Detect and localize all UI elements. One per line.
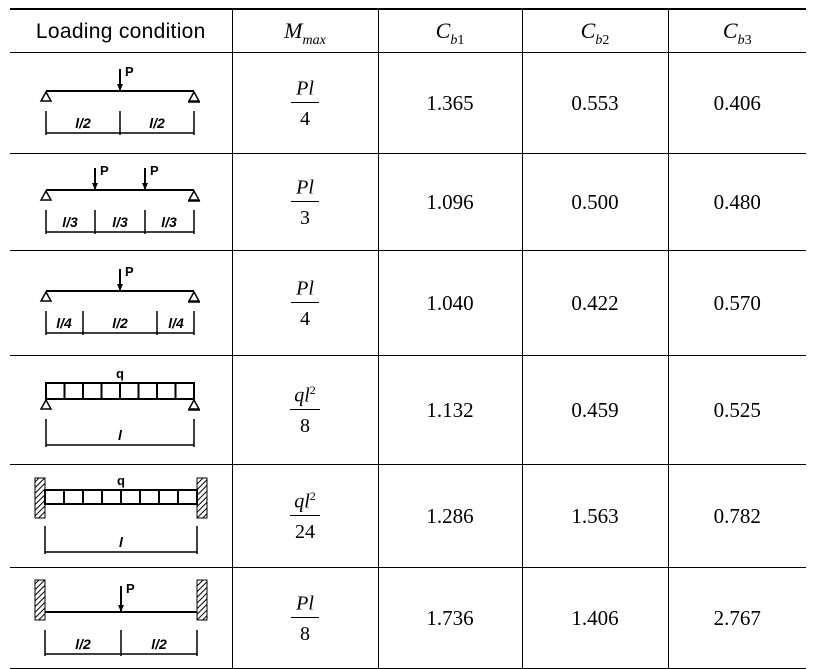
mmax-fraction: Pl 4 — [291, 77, 319, 129]
mmax-cell: Pl 4 — [231, 52, 378, 154]
loading-diagram-cell: P l/2 l/2 — [10, 52, 232, 154]
simply-supported-uniform-load-diagram: q l — [39, 367, 201, 447]
cb2-cell: 1.406 — [521, 567, 668, 669]
svg-text:l/2: l/2 — [75, 115, 91, 131]
svg-text:l: l — [119, 534, 124, 550]
svg-text:P: P — [125, 264, 134, 279]
cb1-cell: 1.132 — [377, 355, 522, 465]
mmax-cell: ql2 8 — [231, 355, 378, 465]
mmax-fraction: ql2 24 — [290, 490, 320, 542]
mmax-fraction: Pl 3 — [291, 176, 319, 228]
svg-text:l/2: l/2 — [75, 636, 91, 652]
mmax-fraction: Pl 4 — [291, 277, 319, 329]
svg-text:l/2: l/2 — [149, 115, 165, 131]
svg-text:q: q — [117, 474, 125, 488]
cb2-cell: 0.553 — [521, 52, 668, 154]
header-row: Loading condition Mmax Cb1 Cb2 Cb3 — [10, 8, 806, 53]
cb2-cell: 0.500 — [521, 153, 668, 251]
svg-text:P: P — [126, 581, 135, 596]
header-mmax: Mmax — [231, 8, 378, 53]
cb3-cell: 0.570 — [667, 250, 806, 356]
svg-text:l/4: l/4 — [56, 315, 72, 331]
cb3-cell: 0.782 — [667, 464, 806, 568]
loading-diagram-cell: P l/2 l/2 — [10, 567, 232, 669]
fixed-fixed-center-load-diagram: P l/2 l/2 — [34, 579, 208, 656]
loading-diagram-cell: q l — [10, 355, 232, 465]
cb1-cell: 1.365 — [377, 52, 522, 154]
svg-text:l/2: l/2 — [112, 315, 128, 331]
cb3-cell: 0.525 — [667, 355, 806, 465]
svg-text:l/3: l/3 — [112, 214, 128, 230]
coefficient-table: Loading condition Mmax Cb1 Cb2 Cb3 P — [10, 8, 806, 669]
mmax-fraction: Pl 8 — [291, 592, 319, 644]
simply-supported-center-load-quarter-spans-diagram: P l/4 l/2 l/4 — [39, 264, 201, 335]
header-cb3: Cb3 — [667, 8, 806, 53]
cb1-cell: 1.736 — [377, 567, 522, 669]
svg-text:P: P — [100, 163, 109, 178]
loading-diagram-cell: q l — [10, 464, 232, 568]
svg-text:P: P — [150, 163, 159, 178]
table-row: P l/4 l/2 l/4 Pl 4 1.040 — [10, 250, 806, 356]
cb2-cell: 1.563 — [521, 464, 668, 568]
mmax-cell: ql2 24 — [231, 464, 378, 568]
svg-text:l/3: l/3 — [161, 214, 177, 230]
cb1-cell: 1.286 — [377, 464, 522, 568]
svg-text:l/2: l/2 — [151, 636, 167, 652]
simply-supported-two-point-load-diagram: P P l/3 l/3 l/3 — [39, 163, 201, 234]
header-cb2: Cb2 — [521, 8, 668, 53]
cb1-cell: 1.096 — [377, 153, 522, 251]
loading-diagram-cell: P l/4 l/2 l/4 — [10, 250, 232, 356]
svg-text:l: l — [118, 427, 123, 443]
table-row: q l ql2 — [10, 464, 806, 568]
svg-text:q: q — [116, 367, 124, 381]
header-loading-condition: Loading condition — [10, 8, 232, 53]
table-row: P l/2 l/2 Pl 8 1.736 1.406 2.767 — [10, 567, 806, 669]
cb3-cell: 0.406 — [667, 52, 806, 154]
svg-text:l/3: l/3 — [62, 214, 78, 230]
table-row: P l/2 l/2 Pl 4 1.365 0.553 0.406 — [10, 52, 806, 154]
mmax-fraction: ql2 8 — [290, 384, 320, 436]
cb3-cell: 2.767 — [667, 567, 806, 669]
header-cb1: Cb1 — [377, 8, 522, 53]
mmax-cell: Pl 3 — [231, 153, 378, 251]
loading-diagram-cell: P P l/3 l/3 l/3 — [10, 153, 232, 251]
cb3-cell: 0.480 — [667, 153, 806, 251]
table-row: q l — [10, 355, 806, 465]
cb2-cell: 0.422 — [521, 250, 668, 356]
fixed-fixed-uniform-load-diagram: q l — [34, 474, 208, 554]
mmax-cell: Pl 4 — [231, 250, 378, 356]
svg-text:l/4: l/4 — [168, 315, 184, 331]
cb2-cell: 0.459 — [521, 355, 668, 465]
svg-text:P: P — [125, 64, 134, 79]
cb1-cell: 1.040 — [377, 250, 522, 356]
mmax-cell: Pl 8 — [231, 567, 378, 669]
simply-supported-center-load-diagram: P l/2 l/2 — [39, 64, 201, 135]
table-row: P P l/3 l/3 l/3 Pl 3 — [10, 153, 806, 251]
